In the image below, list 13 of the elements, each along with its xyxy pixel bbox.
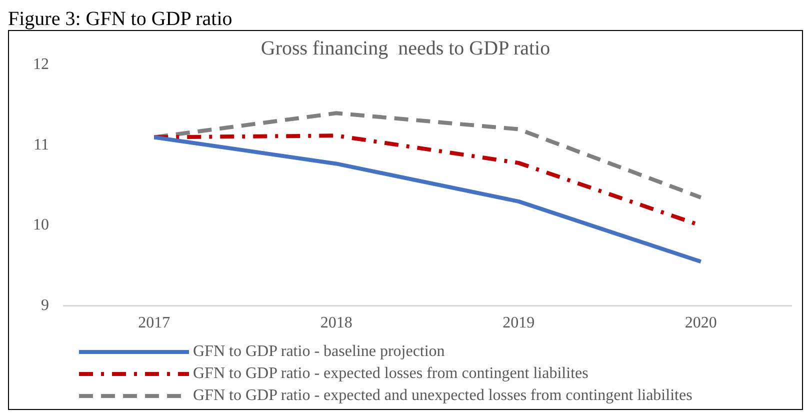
- y-tick-label: 10: [33, 216, 49, 234]
- x-tick-label: 2020: [684, 314, 717, 332]
- legend-label: GFN to GDP ratio - expected losses from contingent liabilites: [193, 364, 588, 384]
- caption: Figure 3: GFN to GDP ratio: [8, 8, 234, 30]
- y-tick-label: 9: [41, 297, 49, 314]
- x-tick-label: 2018: [320, 314, 352, 332]
- y-tick-label: 11: [34, 136, 49, 154]
- legend-label: GFN to GDP ratio - baseline projection: [193, 342, 445, 362]
- legend-label: GFN to GDP ratio - expected and unexpected losses from contingent liabilites: [193, 386, 692, 406]
- x-tick-label: 2017: [138, 314, 170, 332]
- chart-title: Gross financing needs to GDP ratio: [260, 37, 550, 60]
- y-tick-label: 12: [33, 56, 49, 74]
- x-tick-label: 2019: [502, 314, 535, 332]
